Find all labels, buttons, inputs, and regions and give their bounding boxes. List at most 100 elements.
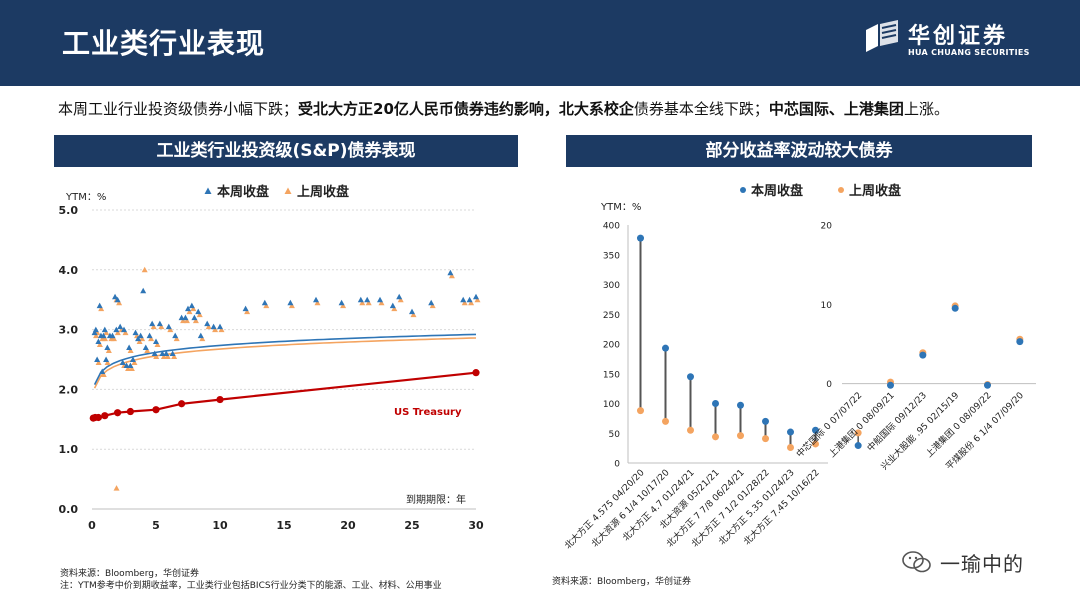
last-week-point	[116, 299, 123, 306]
this-week-point	[159, 350, 166, 357]
last-week-point	[365, 299, 372, 306]
last-week-point	[167, 326, 174, 333]
last-week-point	[183, 317, 190, 324]
this-week-point	[103, 356, 110, 362]
y-tick-label: 4.0	[59, 264, 79, 277]
category-label: 中船国际 09/12/23	[864, 389, 929, 454]
last-week-point	[150, 323, 157, 330]
this-week-point	[687, 373, 694, 381]
this-week-point	[92, 326, 99, 333]
treasury-point	[94, 413, 102, 422]
this-week-point	[887, 381, 894, 389]
this-week-point	[117, 323, 124, 330]
this-week-point	[396, 293, 403, 300]
this-week-point	[313, 296, 319, 303]
this-week-point	[919, 351, 927, 359]
treasury-point	[216, 395, 224, 404]
y-tick-label: 250	[603, 311, 620, 321]
last-week-point	[114, 329, 121, 336]
this-week-point	[473, 293, 479, 300]
last-week-point	[637, 407, 644, 415]
last-week-trend-line	[93, 337, 477, 389]
last-week-point	[158, 323, 165, 330]
this-week-point	[662, 344, 669, 352]
treasury-label: US Treasury	[394, 407, 462, 418]
this-week-point	[1016, 338, 1024, 346]
this-week-point	[428, 299, 435, 306]
last-week-point	[128, 365, 135, 371]
this-week-point	[812, 426, 819, 434]
logo-text-en: HUA CHUANG SECURITIES	[908, 48, 1030, 57]
category-label: 中芯国际 0 07/07/22	[794, 389, 865, 460]
logo-text-cn: 华创证券	[908, 24, 1009, 49]
legend-label: 上周收盘	[849, 183, 901, 199]
last-week-point	[391, 305, 398, 312]
last-week-point	[139, 335, 146, 342]
this-week-point	[217, 323, 223, 330]
this-week-point	[151, 350, 158, 357]
this-week-point	[135, 335, 142, 342]
this-week-point	[712, 400, 719, 407]
last-week-point	[153, 353, 160, 360]
this-week-point	[94, 356, 101, 362]
this-week-point	[338, 299, 345, 306]
this-week-point	[126, 344, 133, 351]
this-week-point	[261, 299, 268, 306]
y-tick-label: 0.0	[59, 503, 79, 516]
this-week-point	[951, 304, 959, 312]
page-title: 工业类行业表现	[62, 27, 266, 60]
last-week-point	[199, 335, 206, 342]
this-week-point	[91, 329, 98, 336]
y-tick-label: 300	[603, 281, 620, 291]
source-note-right: 资料来源：Bloomberg，华创证券	[552, 577, 691, 587]
last-week-point	[314, 299, 321, 306]
this-week-point	[389, 302, 396, 309]
y-tick-label: 20	[821, 222, 833, 232]
this-week-point	[377, 296, 383, 303]
last-week-point	[429, 302, 436, 309]
y-axis-label: YTM：%	[65, 192, 106, 203]
last-week-point	[127, 347, 134, 354]
this-week-point	[762, 417, 769, 425]
y-tick-label: 10	[821, 301, 833, 311]
summary-part-1: 本周工业行业投资级债券小幅下跌；	[58, 100, 299, 118]
last-week-point	[378, 299, 385, 306]
this-week-point	[121, 326, 127, 333]
this-week-point	[140, 287, 147, 294]
this-week-point	[357, 296, 364, 303]
top-banner	[0, 0, 1080, 86]
last-week-point	[98, 305, 105, 312]
last-week-point	[468, 299, 475, 306]
last-week-point	[93, 332, 100, 339]
last-week-point	[113, 485, 120, 491]
last-week-point	[205, 323, 212, 330]
legend-marker	[204, 187, 212, 194]
this-week-point	[163, 350, 170, 357]
this-week-point	[185, 305, 191, 312]
this-week-point	[460, 296, 467, 303]
this-week-point	[737, 401, 744, 409]
legend-label: 本周收盘	[217, 184, 269, 200]
summary-part-3: 债券基本全线下跌；	[633, 100, 769, 118]
last-week-point	[687, 426, 694, 434]
this-week-point	[119, 359, 126, 365]
treasury-point	[472, 369, 480, 377]
this-week-point	[137, 332, 144, 339]
last-week-point	[95, 359, 102, 365]
this-week-point	[153, 338, 159, 345]
last-week-point	[263, 302, 270, 309]
x-tick-label: 0	[88, 519, 96, 532]
this-week-point	[156, 320, 163, 327]
treasury-point	[114, 409, 122, 417]
y-tick-label: 0	[614, 460, 620, 470]
wechat-watermark: 一瑜中的	[902, 546, 1062, 578]
last-week-point	[218, 326, 225, 333]
x-tick-label: 5	[152, 519, 160, 532]
this-week-point	[123, 362, 130, 368]
y-axis-label: YTM：%	[600, 202, 641, 213]
last-week-point	[190, 305, 197, 312]
y-tick-label: 200	[603, 341, 620, 351]
last-week-point	[737, 432, 744, 440]
legend-label: 上周收盘	[297, 184, 349, 200]
